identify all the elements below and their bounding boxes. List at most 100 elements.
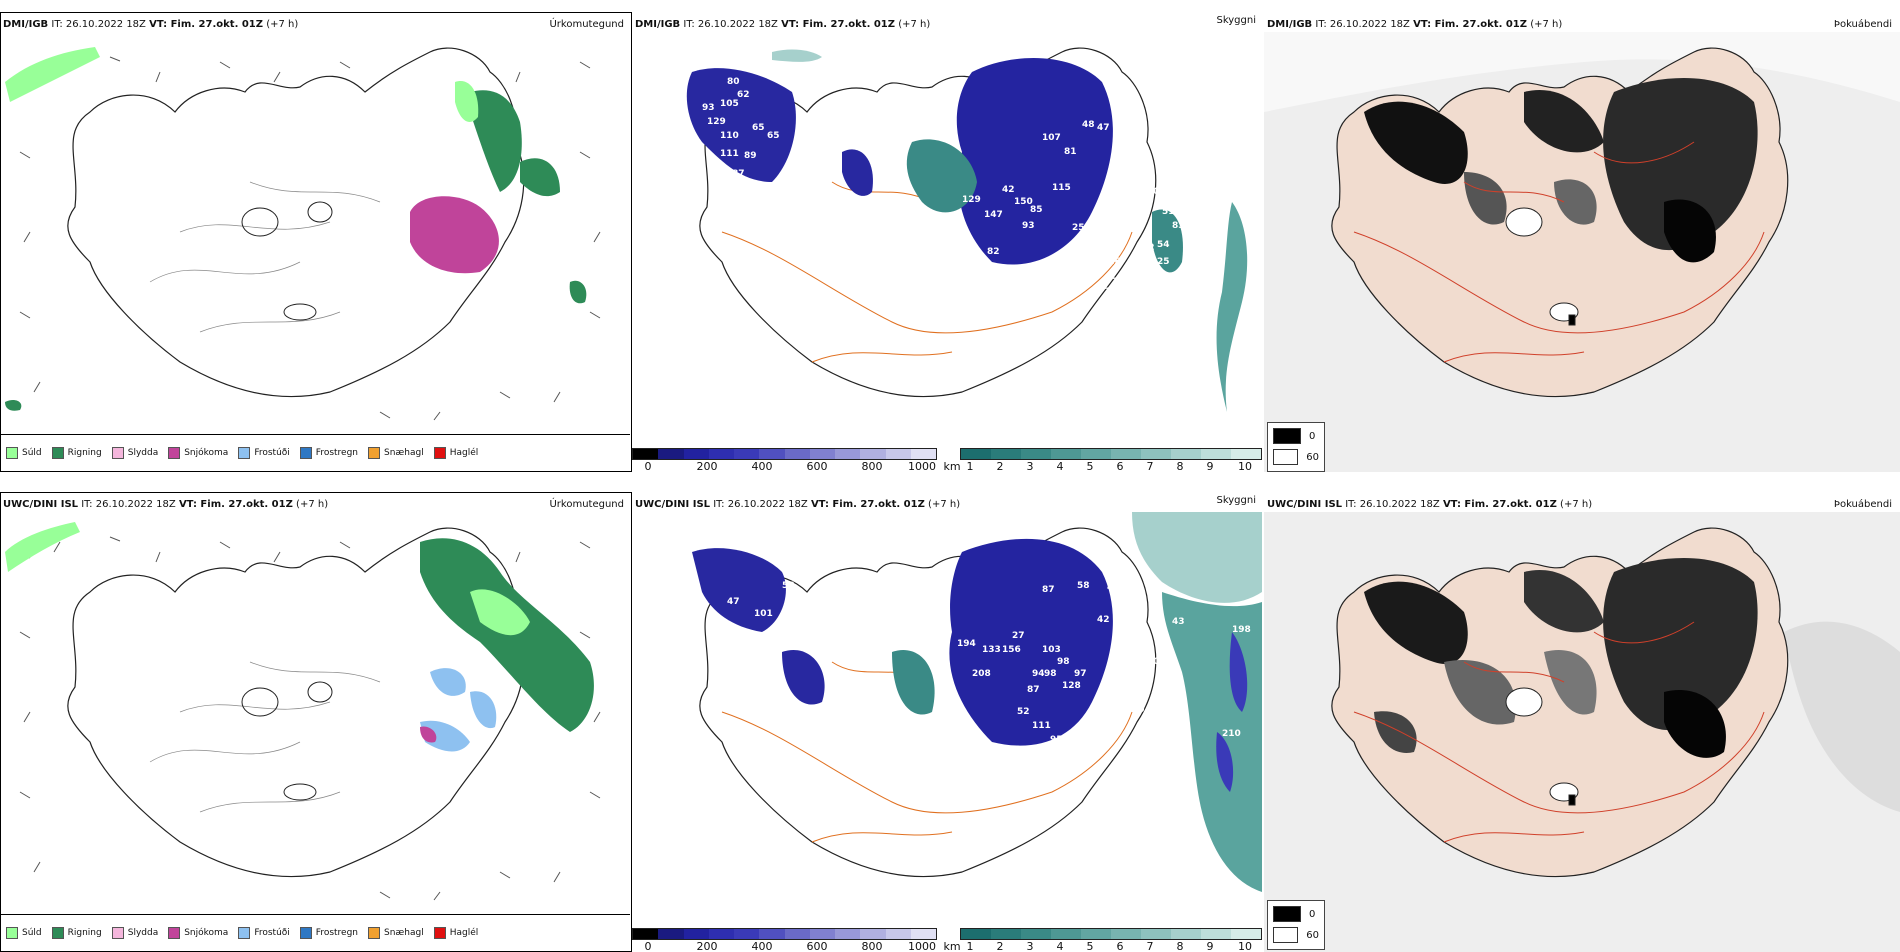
- visibility-colorbar: km 1 2 3 4 5 6 7 8 9 10: [943, 928, 1262, 952]
- run-time: IT: 26.10.2022 18Z: [1315, 19, 1410, 30]
- lead-time: (+7 h): [296, 499, 329, 510]
- visibility-panel: DMI/IGB IT: 26.10.2022 18Z VT: Fim. 27.o…: [632, 12, 1264, 472]
- legend-item: Slydda: [111, 446, 158, 459]
- visibility-value: 49: [1152, 143, 1165, 153]
- tick-label: 1000: [908, 940, 936, 952]
- panel-title: Þokuábendi: [1833, 499, 1892, 510]
- legend-label: Snjókoma: [184, 927, 229, 938]
- legend-item: Haglél: [433, 926, 478, 939]
- visibility-value: 94: [1032, 669, 1045, 679]
- lead-time: (+7 h): [928, 499, 961, 510]
- lead-time: (+7 h): [898, 19, 931, 30]
- precip-patches: [5, 47, 587, 411]
- visibility-value: 58: [782, 581, 795, 591]
- panel-header: DMI/IGB IT: 26.10.2022 18Z VT: Fim. 27.o…: [3, 19, 298, 30]
- visibility-value: 111: [1032, 721, 1051, 731]
- roads: [1353, 621, 1765, 843]
- tick-label: 200: [696, 940, 718, 952]
- row-uwc: UWC/DINI ISL IT: 26.10.2022 18Z VT: Fim.…: [0, 492, 1900, 952]
- visibility-value: 198: [1232, 625, 1251, 635]
- visibility-value: 93: [1022, 221, 1035, 231]
- iceland-map: [1264, 512, 1900, 952]
- legend-swatch: [51, 926, 64, 939]
- iceland-map: 80 62 93 105 65 129 110 65 111 89 87 152…: [686, 47, 1248, 412]
- legend-label: Rigning: [67, 927, 102, 938]
- precip-type-panel: UWC/DINI ISL IT: 26.10.2022 18Z VT: Fim.…: [0, 492, 632, 952]
- visibility-value: 85: [1030, 205, 1043, 215]
- visibility-value: 97: [1074, 669, 1087, 679]
- model-name: DMI/IGB: [635, 19, 681, 30]
- tick-label: 1000: [908, 460, 936, 472]
- legend-item: Haglél: [433, 446, 478, 459]
- ceiling-ticks: m 0 200 400 600 800 1000: [632, 460, 937, 472]
- visibility-value: 150: [1014, 197, 1033, 207]
- visibility-value: 98: [1044, 669, 1057, 679]
- fog-legend: 0 60: [1267, 422, 1325, 472]
- visibility-value: 129: [962, 195, 981, 205]
- legend-swatch: [111, 926, 124, 939]
- tick-label: 9: [1206, 940, 1214, 952]
- fog-dark-areas: [1364, 558, 1758, 758]
- model-name: DMI/IGB: [3, 19, 49, 30]
- tick-label: 6: [1116, 460, 1124, 472]
- model-name: UWC/DINI ISL: [635, 499, 711, 510]
- legend-swatch: [368, 446, 381, 459]
- visibility-value: 48: [774, 557, 787, 567]
- visibility-colorbar-fill: [960, 448, 1262, 460]
- tick-label: 4: [1056, 940, 1064, 952]
- legend-label: 0: [1309, 908, 1316, 920]
- visibility-value: 569: [1070, 253, 1089, 263]
- legend-item: Frostúði: [238, 446, 290, 459]
- visibility-value: 101: [754, 609, 773, 619]
- tick-label: 400: [751, 940, 773, 952]
- legend-label: 60: [1306, 451, 1319, 463]
- visibility-value: 115: [1052, 183, 1071, 193]
- tick-label: 3: [1026, 460, 1034, 472]
- visibility-value: 49: [1124, 583, 1137, 593]
- ceiling-patches: [692, 538, 1113, 746]
- visibility-value: 48: [1107, 180, 1120, 190]
- legend-swatch: [368, 926, 381, 939]
- visibility-value: 147: [984, 210, 1003, 220]
- visibility-value: 87: [732, 169, 745, 179]
- visibility-value: 226: [1102, 257, 1121, 267]
- visibility-value: 107: [1042, 133, 1061, 143]
- legend-item: 0: [1273, 906, 1319, 922]
- legend-swatch: [168, 446, 181, 459]
- panel-title: Úrkomutegund: [549, 19, 624, 30]
- valid-time: VT: Fim. 27.okt. 01Z: [149, 19, 264, 30]
- tick-label: 7: [1146, 940, 1154, 952]
- legend-label: Snæhagl: [384, 447, 424, 458]
- legend-swatch: [238, 446, 251, 459]
- offshore-ceiling: [1216, 732, 1234, 792]
- tick-label: 10: [1238, 940, 1252, 952]
- offshore-fog: [1162, 592, 1262, 892]
- visibility-value: 64: [752, 547, 765, 557]
- visibility-value: 152: [752, 185, 771, 195]
- legend-label: Súld: [22, 927, 42, 938]
- tick-label: 9: [1206, 460, 1214, 472]
- tick-label: 600: [806, 460, 828, 472]
- legend-label: Frostúði: [254, 447, 290, 458]
- precip-legend: Súld Rigning Slydda Snjókoma Frostúði Fr…: [0, 434, 630, 470]
- visibility-value: 112: [807, 711, 826, 721]
- tick-label: 0: [644, 460, 652, 472]
- legend-swatch: [299, 926, 312, 939]
- legend-item: 0: [1273, 428, 1319, 444]
- visibility-value: 92: [772, 237, 785, 247]
- visibility-value: 87: [1027, 685, 1040, 695]
- panel-title: Skyggni: [1216, 15, 1256, 26]
- visibility-value: 87: [1042, 585, 1055, 595]
- row-dmi: DMI/IGB IT: 26.10.2022 18Z VT: Fim. 27.o…: [0, 12, 1900, 472]
- tick-label: 3: [1026, 940, 1034, 952]
- fog-panel: DMI/IGB IT: 26.10.2022 18Z VT: Fim. 27.o…: [1264, 12, 1900, 472]
- visibility-value: 176: [1112, 277, 1131, 287]
- visibility-colorbar-fill: [960, 928, 1262, 940]
- legend-label: 0: [1309, 430, 1316, 442]
- panel-frame: [0, 12, 632, 472]
- visibility-value: 49: [1182, 207, 1195, 217]
- legend-swatch: [1273, 449, 1299, 465]
- tick-label: 7: [1146, 460, 1154, 472]
- glaciers: [1505, 687, 1579, 806]
- visibility-value: 65: [752, 123, 765, 133]
